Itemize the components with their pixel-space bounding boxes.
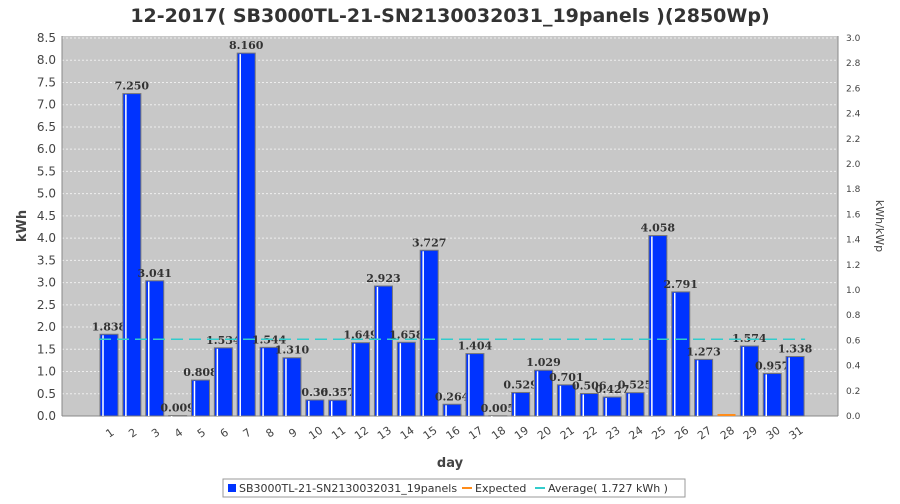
bar-value-label: 1.838	[92, 320, 127, 333]
y2-tick-label: 0.0	[846, 412, 861, 422]
y-tick-label: 7.5	[37, 75, 56, 89]
y2-tick-label: 0.2	[846, 387, 860, 397]
x-tick-label: 28	[718, 424, 737, 443]
y-tick-label: 5.5	[37, 164, 56, 178]
x-tick-label: 7	[241, 426, 254, 441]
x-tick-label: 3	[149, 426, 162, 441]
legend-label-expected: Expected	[475, 482, 526, 495]
bar-value-label: 3.727	[412, 236, 446, 249]
x-tick-label: 10	[306, 424, 325, 443]
x-tick-label: 24	[627, 424, 646, 443]
y-tick-label: 1.0	[37, 365, 56, 379]
x-tick-label: 5	[195, 426, 208, 441]
y2-tick-label: 1.0	[846, 286, 861, 296]
y-tick-label: 6.5	[37, 120, 56, 134]
plot-area	[62, 36, 838, 416]
x-tick-label: 25	[649, 424, 668, 443]
y-tick-label: 8.5	[37, 31, 56, 45]
x-tick-label: 30	[764, 424, 783, 443]
x-tick-label: 22	[581, 424, 600, 443]
bar-value-label: 1.029	[526, 356, 560, 369]
y2-tick-label: 1.8	[846, 185, 861, 195]
x-tick-label: 14	[398, 424, 417, 443]
x-tick-label: 18	[489, 424, 508, 443]
x-tick-label: 29	[741, 424, 760, 443]
y2-tick-label: 2.6	[846, 84, 861, 94]
bar-value-label: 4.058	[641, 222, 676, 235]
legend: SB3000TL-21-SN2130032031_19panels Expect…	[223, 479, 685, 497]
y-tick-label: 1.5	[37, 342, 56, 356]
bar-value-label: 0.009	[160, 402, 194, 415]
y2-tick-label: 1.6	[846, 210, 861, 220]
y-tick-label: 3.5	[37, 253, 56, 267]
bar-value-label: 0.529	[503, 378, 537, 391]
x-tick-label: 15	[421, 424, 440, 443]
bar-value-label: 7.250	[115, 80, 150, 93]
x-tick-label: 19	[512, 424, 531, 443]
legend-swatch-bar	[228, 484, 236, 492]
bar-value-label: 0.957	[755, 359, 789, 372]
bar-value-label: 1.310	[275, 344, 310, 357]
x-tick-label: 12	[352, 424, 371, 443]
y-tick-label: 6.0	[37, 142, 56, 156]
y-tick-label: 7.0	[37, 98, 56, 112]
bar-value-label: 1.338	[778, 342, 813, 355]
bar-value-label: 2.923	[366, 272, 400, 285]
y-tick-label: 2.5	[37, 298, 56, 312]
y2-tick-label: 0.6	[846, 336, 861, 346]
y-tick-label: 0.0	[37, 409, 56, 423]
x-tick-label: 11	[329, 424, 348, 443]
x-tick-label: 21	[558, 424, 577, 443]
y-tick-label: 0.5	[37, 387, 56, 401]
x-tick-label: 6	[218, 426, 231, 441]
bar-value-label: 3.041	[138, 267, 172, 280]
x-tick-label: 13	[375, 424, 394, 443]
y2-tick-label: 2.2	[846, 135, 860, 145]
y-tick-label: 4.0	[37, 231, 56, 245]
y-axis-label: kWh	[15, 210, 30, 242]
y-tick-label: 5.0	[37, 187, 56, 201]
y-tick-label: 2.0	[37, 320, 56, 334]
bar-value-label: 0.357	[320, 386, 354, 399]
y-tick-label: 3.0	[37, 276, 56, 290]
legend-label-average: Average( 1.727 kWh )	[548, 482, 668, 495]
bar-value-label: 0.264	[435, 390, 470, 403]
bar-value-label: 1.273	[686, 345, 720, 358]
y2-tick-label: 3.0	[846, 34, 861, 44]
y-tick-label: 8.0	[37, 53, 56, 67]
bar-value-label: 0.005	[481, 402, 515, 415]
x-tick-label: 4	[172, 426, 185, 441]
bar-value-label: 0.525	[618, 379, 652, 392]
bar-value-label: 0.808	[183, 366, 218, 379]
x-tick-label: 2	[126, 426, 139, 441]
chart-title: 12-2017( SB3000TL-21-SN2130032031_19pane…	[130, 5, 769, 27]
y2-tick-label: 2.4	[846, 110, 861, 120]
y2-tick-label: 2.8	[846, 59, 861, 69]
bar-value-label: 1.534	[206, 334, 241, 347]
x-tick-label: 17	[466, 424, 485, 443]
bar-value-label: 2.791	[664, 278, 698, 291]
y2-tick-label: 1.4	[846, 236, 861, 246]
y2-tick-label: 0.8	[846, 311, 861, 321]
y2-tick-label: 2.0	[846, 160, 861, 170]
x-tick-label: 23	[604, 424, 623, 443]
bar-value-label: 1.404	[458, 340, 493, 353]
x-tick-label: 31	[787, 424, 806, 443]
x-tick-label: 1	[103, 426, 116, 441]
y-tick-label: 4.5	[37, 209, 56, 223]
x-axis-label: day	[437, 456, 464, 471]
x-tick-label: 9	[286, 426, 299, 441]
y2-axis-label: kWh/kWp	[873, 200, 886, 252]
x-tick-label: 16	[444, 424, 463, 443]
x-tick-label: 20	[535, 424, 554, 443]
bar-value-label: 8.160	[229, 39, 264, 52]
x-tick-label: 8	[263, 426, 276, 441]
x-tick-label: 27	[695, 424, 714, 443]
x-tick-label: 26	[672, 424, 691, 443]
y2-tick-label: 1.2	[846, 261, 860, 271]
y2-tick-label: 0.4	[846, 362, 861, 372]
bar	[717, 414, 735, 416]
legend-label-bar: SB3000TL-21-SN2130032031_19panels	[239, 482, 457, 495]
